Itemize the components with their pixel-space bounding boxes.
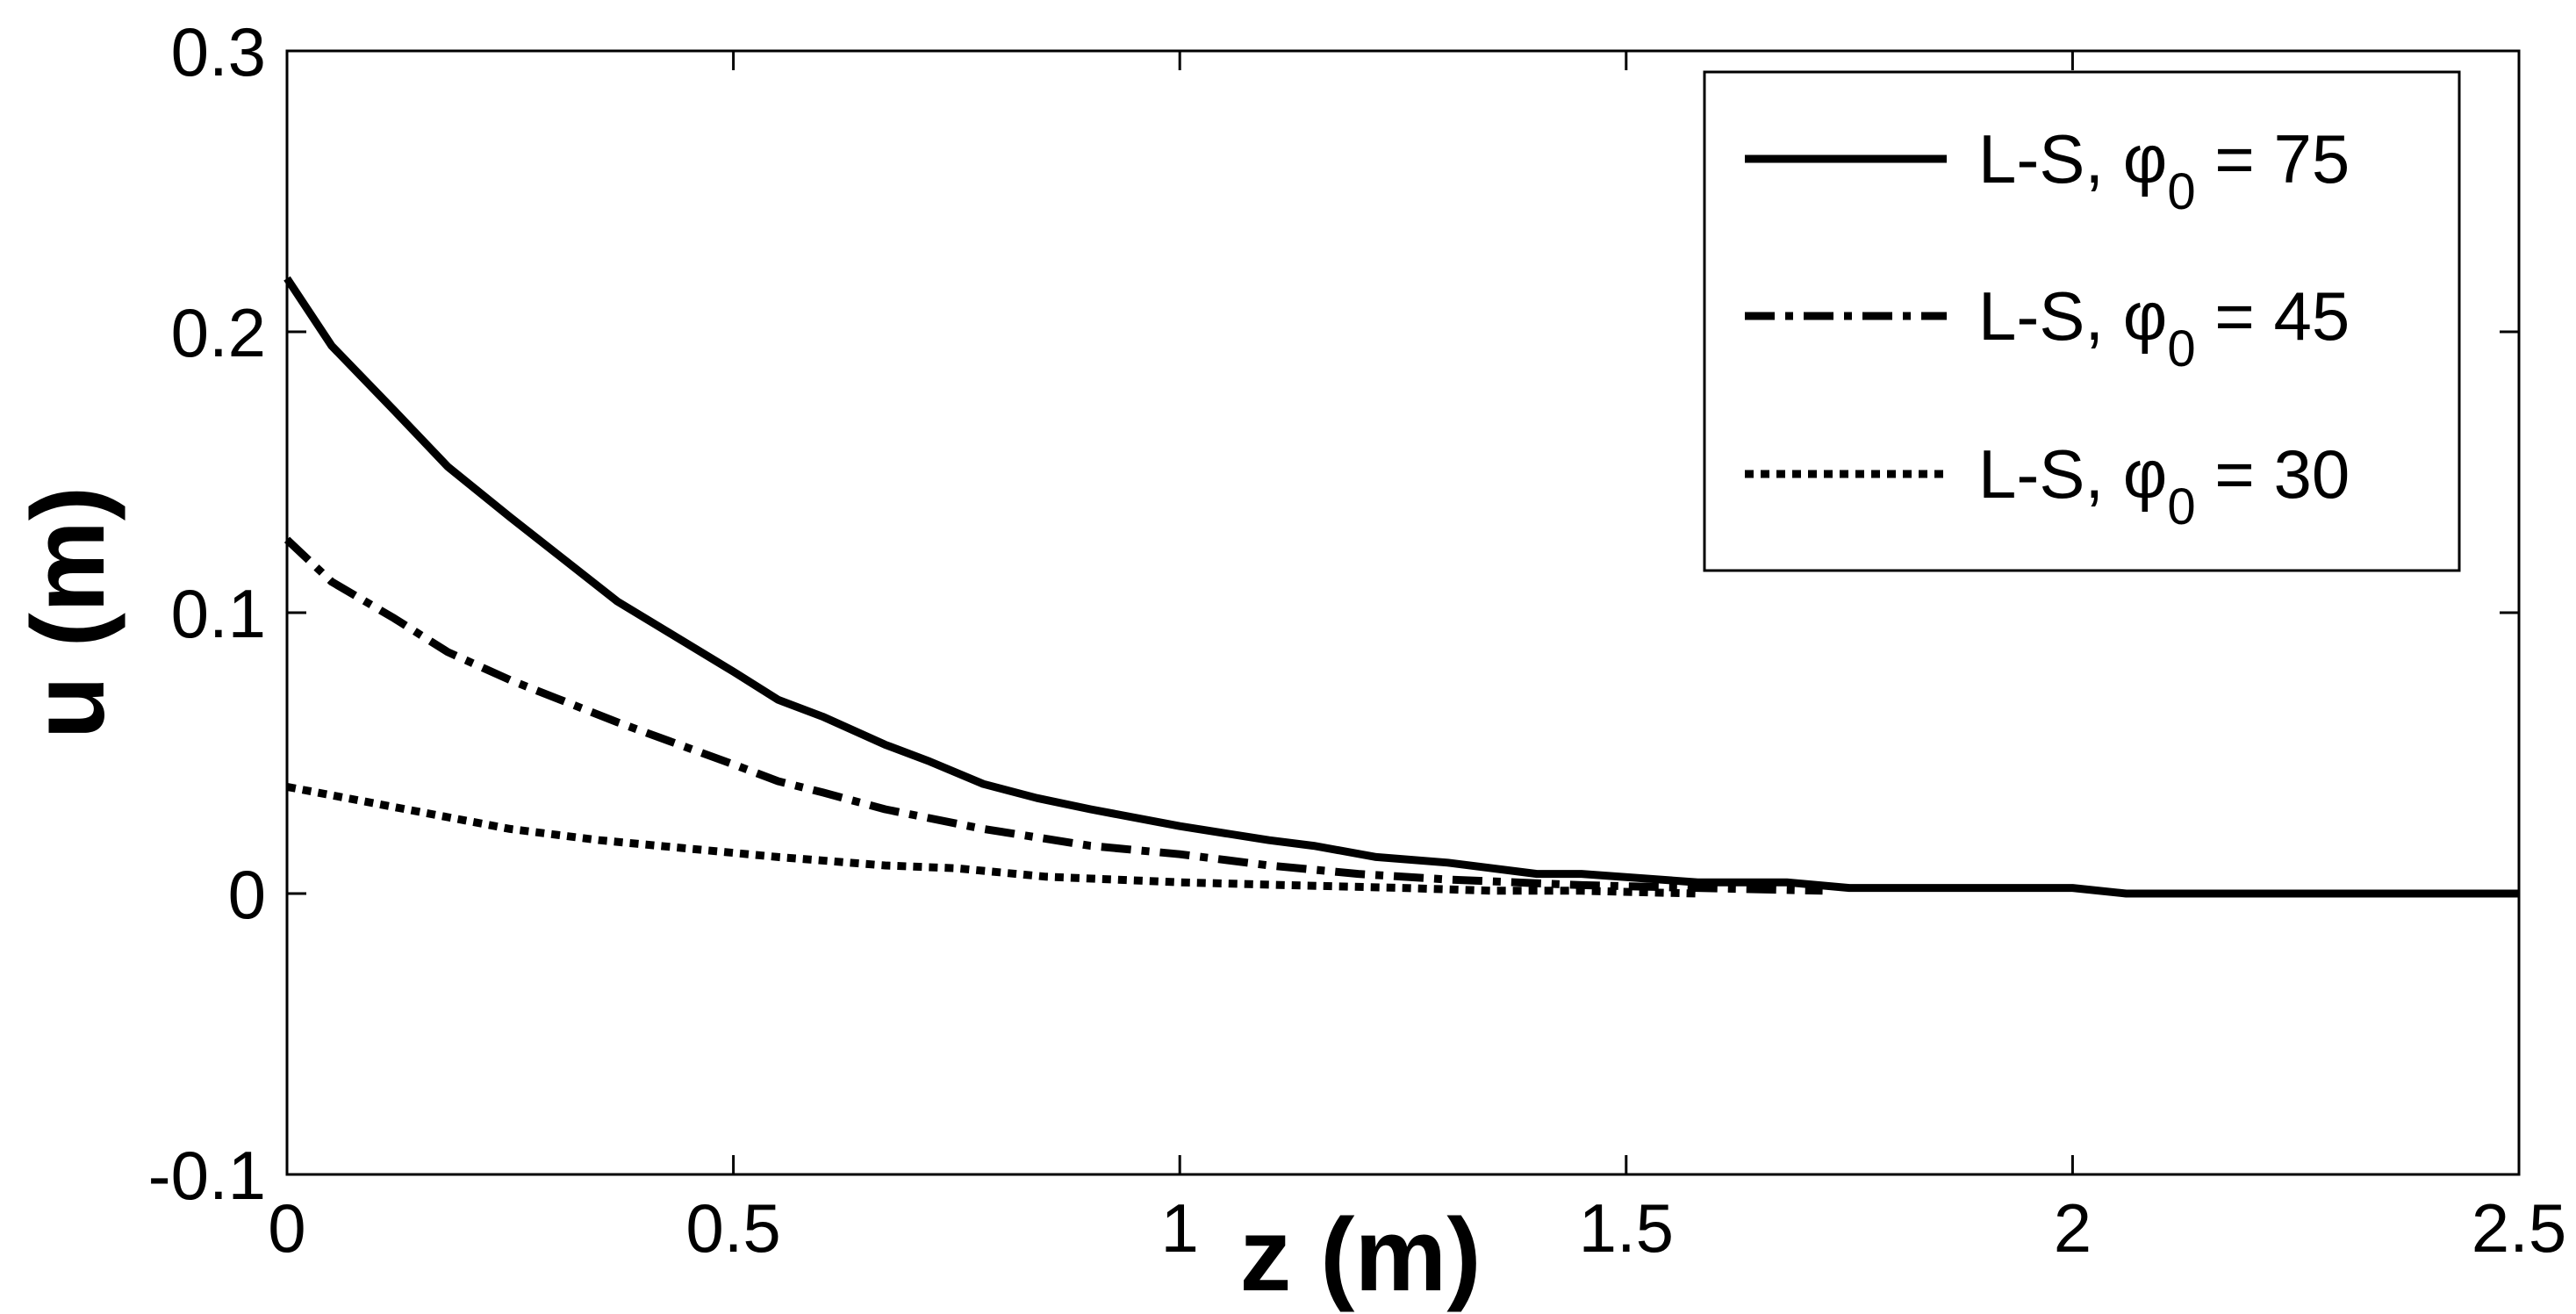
ticks-layer: 0 0.5 1 1.5 2 2.5-0.100.10.20.3 [148,13,2567,1267]
legend-prefix: L-S, [1978,120,2123,197]
legend-prefix: L-S, [1978,277,2123,355]
legend-label-2: L-S, φ0 = 45 [1978,277,2350,377]
x-tick-label: 0.5 [685,1189,780,1267]
series-layer [283,276,2519,898]
legend-suffix: = 30 [2196,435,2350,513]
legend: L-S, φ0 = 75L-S, φ0 = 45L-S, φ0 = 30 [1703,70,2461,572]
x-tick-label: 2 [2054,1189,2092,1267]
x-tick-label: 2.5 [2472,1189,2566,1267]
x-tick-label: 1.5 [1579,1189,1674,1267]
legend-symbol: φ [2123,435,2168,513]
legend-label-1: L-S, φ0 = 75 [1978,120,2350,220]
y-tick-label: 0.2 [171,294,266,371]
legend-symbol: φ [2123,277,2168,355]
legend-label-3: L-S, φ0 = 30 [1978,435,2350,535]
series-line-2 [283,536,1823,895]
y-tick-label: 0 [228,856,266,933]
y-tick-label: 0.1 [171,575,266,652]
legend-suffix: = 45 [2196,277,2350,355]
y-tick-label: -0.1 [148,1137,266,1214]
legend-symbol: φ [2123,120,2168,197]
x-tick-label: 1 [1161,1189,1199,1267]
x-tick-label: 0 [268,1189,305,1267]
x-axis-label: z (m) [1239,1197,1481,1313]
legend-subscript: 0 [2167,163,2195,220]
y-axis-label: u (m) [11,486,126,739]
legend-subscript: 0 [2167,320,2195,377]
legend-suffix: = 75 [2196,120,2350,197]
y-tick-label: 0.3 [171,13,266,90]
legend-prefix: L-S, [1978,435,2123,513]
series-line-3 [286,782,1698,898]
series-line-1 [283,276,2519,898]
legend-subscript: 0 [2167,478,2195,535]
